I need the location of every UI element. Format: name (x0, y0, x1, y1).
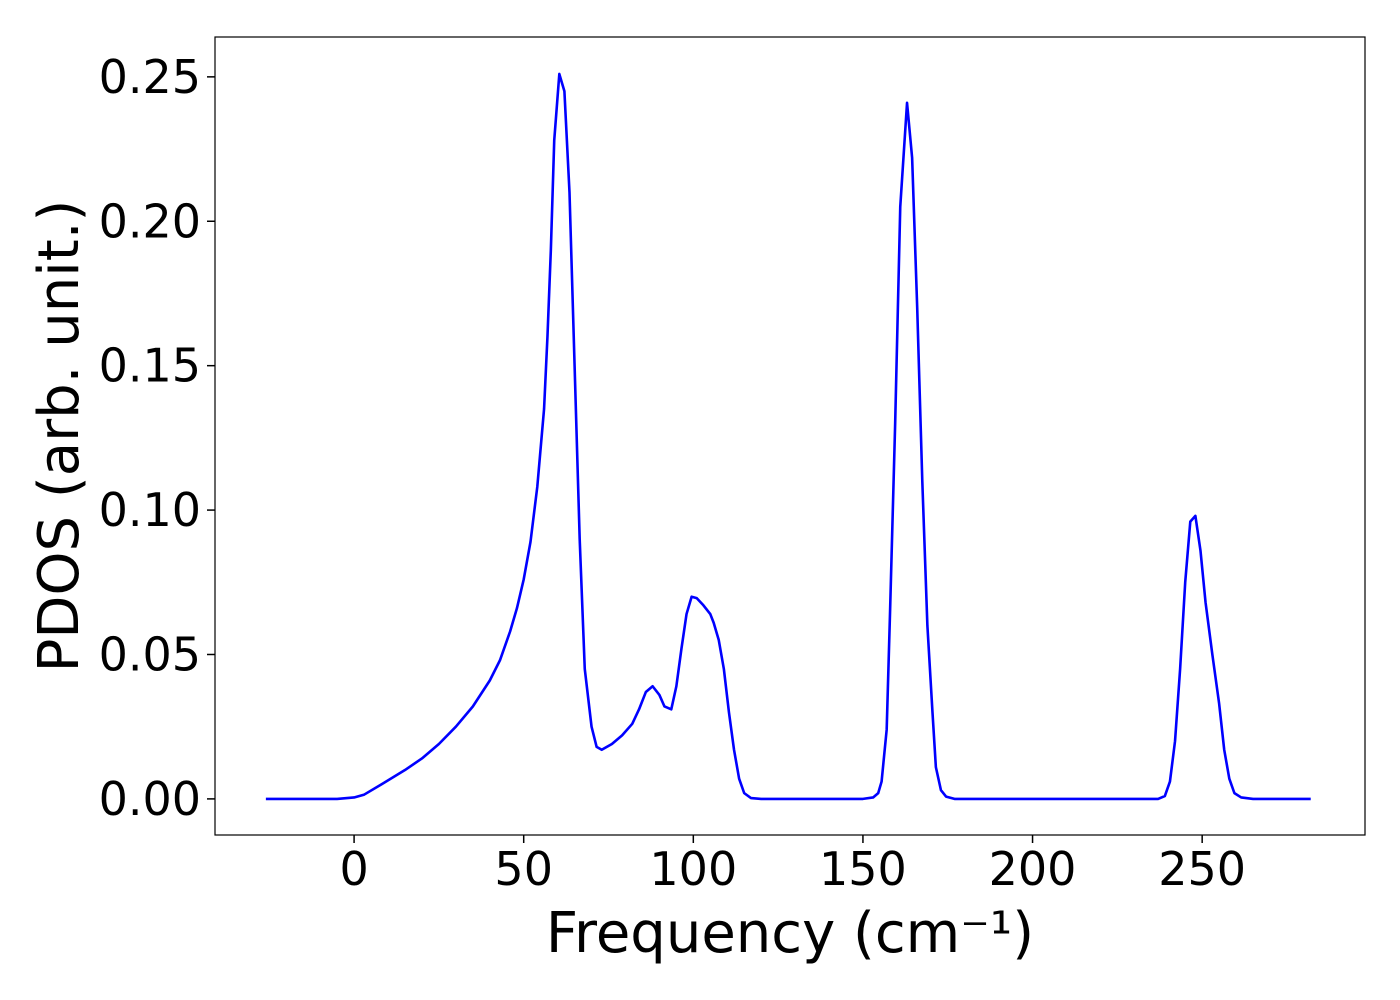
plot-frame (214, 36, 1366, 836)
y-axis-label: PDOS (arb. unit.) (27, 200, 92, 673)
x-tick-label: 150 (819, 842, 907, 896)
x-tick-label: 250 (1158, 842, 1246, 896)
y-tick-label: 0.15 (99, 339, 201, 393)
y-tick-label: 0.00 (99, 772, 201, 826)
y-tick-label: 0.10 (99, 483, 201, 537)
y-tick-label: 0.25 (99, 50, 201, 104)
y-tick-label: 0.05 (99, 627, 201, 681)
x-tick-label: 200 (989, 842, 1077, 896)
y-tick-label: 0.20 (99, 194, 201, 248)
x-axis-label: Frequency (cm⁻¹) (546, 901, 1034, 966)
x-tick-label: 50 (494, 842, 553, 896)
x-tick-label: 100 (649, 842, 737, 896)
data-line (265, 72, 1311, 801)
x-tick-label: 0 (339, 842, 368, 896)
